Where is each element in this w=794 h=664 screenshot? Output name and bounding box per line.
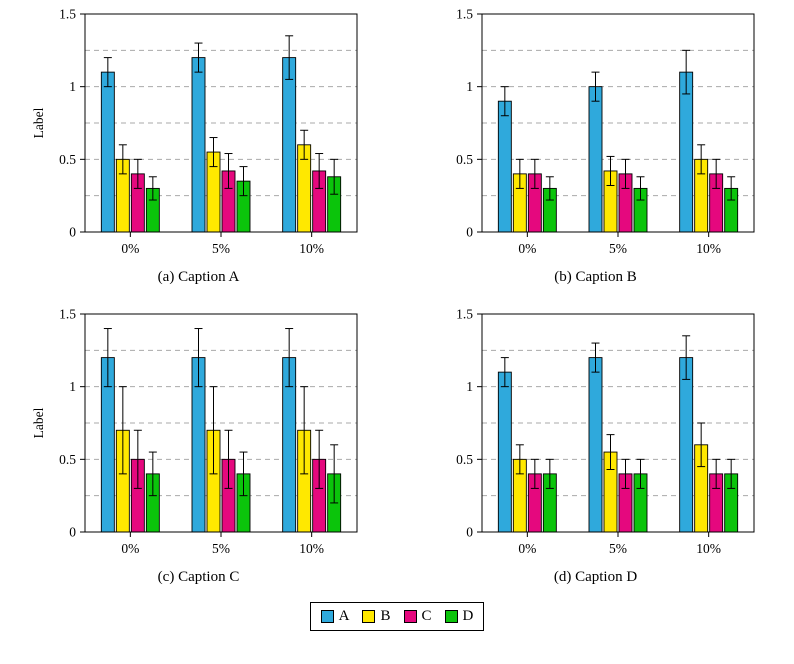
y-tick-label: 1 xyxy=(466,79,473,94)
x-tick-label: 0% xyxy=(121,541,139,556)
x-tick-label: 0% xyxy=(518,541,536,556)
x-tick-label: 0% xyxy=(121,241,139,256)
legend-swatch-d xyxy=(444,610,458,623)
x-tick-label: 5% xyxy=(609,241,627,256)
legend-label-b: B xyxy=(380,608,391,624)
y-tick-label: 1.5 xyxy=(456,7,473,22)
x-tick-label: 10% xyxy=(696,541,721,556)
plot-frame xyxy=(481,13,754,233)
subplot-caption-c: (c) Caption C xyxy=(157,569,240,585)
x-tick-label: 10% xyxy=(696,241,721,256)
x-tick-label: 5% xyxy=(212,541,230,556)
bar-A xyxy=(588,86,602,233)
subplot-caption-b: (b) Caption B xyxy=(554,269,637,285)
y-axis-label: Label xyxy=(31,407,46,438)
subplot-d: 0 0.5 1 1.5 0% 5% 10% (d) Caption D xyxy=(397,304,794,586)
bar-chart-a: 0 0.5 1 1.5 0% 5% 10% Label xyxy=(31,7,357,256)
y-tick-label: 0.5 xyxy=(59,452,76,467)
bar-A xyxy=(678,357,693,533)
legend-swatch-b xyxy=(362,610,376,623)
bar-A xyxy=(191,57,205,233)
bar-chart-c: 0 0.5 1 1.5 0% 5% 10% Label xyxy=(31,307,357,556)
y-tick-label: 1 xyxy=(69,79,76,94)
bar-A xyxy=(281,57,296,233)
bar-A xyxy=(678,71,693,233)
legend-label-c: C xyxy=(421,608,432,624)
bar-chart-b: 0 0.5 1 1.5 0% 5% 10% xyxy=(456,7,754,256)
y-tick-label: 0.5 xyxy=(59,152,76,167)
y-tick-label: 0 xyxy=(466,225,473,240)
y-axis-label: Label xyxy=(31,107,46,138)
x-tick-label: 10% xyxy=(299,541,324,556)
y-tick-label: 1.5 xyxy=(59,307,76,322)
y-tick-label: 0 xyxy=(69,225,76,240)
x-tick-label: 5% xyxy=(212,241,230,256)
subplot-b: 0 0.5 1 1.5 0% 5% 10% (b) Caption B xyxy=(397,4,794,286)
subplot-grid: 0 0.5 1 1.5 0% 5% 10% Label (a) Caption A 0 0.5 1… xyxy=(0,4,794,586)
x-tick-label: 10% xyxy=(299,241,324,256)
y-tick-label: 0.5 xyxy=(456,152,473,167)
legend-row: A B C D xyxy=(0,602,794,631)
bar-A xyxy=(497,371,512,533)
legend-swatch-c xyxy=(403,610,417,623)
y-tick-label: 1 xyxy=(69,379,76,394)
subplot-caption-a: (a) Caption A xyxy=(157,269,240,285)
plot-frame xyxy=(481,313,754,533)
subplot-a: 0 0.5 1 1.5 0% 5% 10% Label (a) Caption A xyxy=(0,4,397,286)
y-tick-label: 1 xyxy=(466,379,473,394)
x-tick-label: 5% xyxy=(609,541,627,556)
subplot-c: 0 0.5 1 1.5 0% 5% 10% Label (c) Caption C xyxy=(0,304,397,586)
subplot-caption-d: (d) Caption D xyxy=(553,569,638,585)
bar-A xyxy=(588,357,602,533)
y-tick-label: 0.5 xyxy=(456,452,473,467)
bar-chart-d: 0 0.5 1 1.5 0% 5% 10% xyxy=(456,307,754,556)
legend-item-b: B xyxy=(362,608,391,625)
y-tick-label: 0 xyxy=(69,525,76,540)
legend: A B C D xyxy=(309,602,485,631)
legend-label-a: A xyxy=(338,608,350,624)
plot-frame xyxy=(84,313,357,533)
plot-frame xyxy=(84,13,357,233)
legend-item-c: C xyxy=(403,608,432,625)
legend-swatch-a xyxy=(320,610,334,623)
bar-A xyxy=(497,100,512,233)
y-tick-label: 0 xyxy=(466,525,473,540)
y-tick-label: 1.5 xyxy=(59,7,76,22)
x-tick-label: 0% xyxy=(518,241,536,256)
legend-item-d: D xyxy=(444,608,474,625)
bar-A xyxy=(100,71,115,233)
legend-label-d: D xyxy=(462,608,474,624)
legend-item-a: A xyxy=(320,608,350,625)
y-tick-label: 1.5 xyxy=(456,307,473,322)
